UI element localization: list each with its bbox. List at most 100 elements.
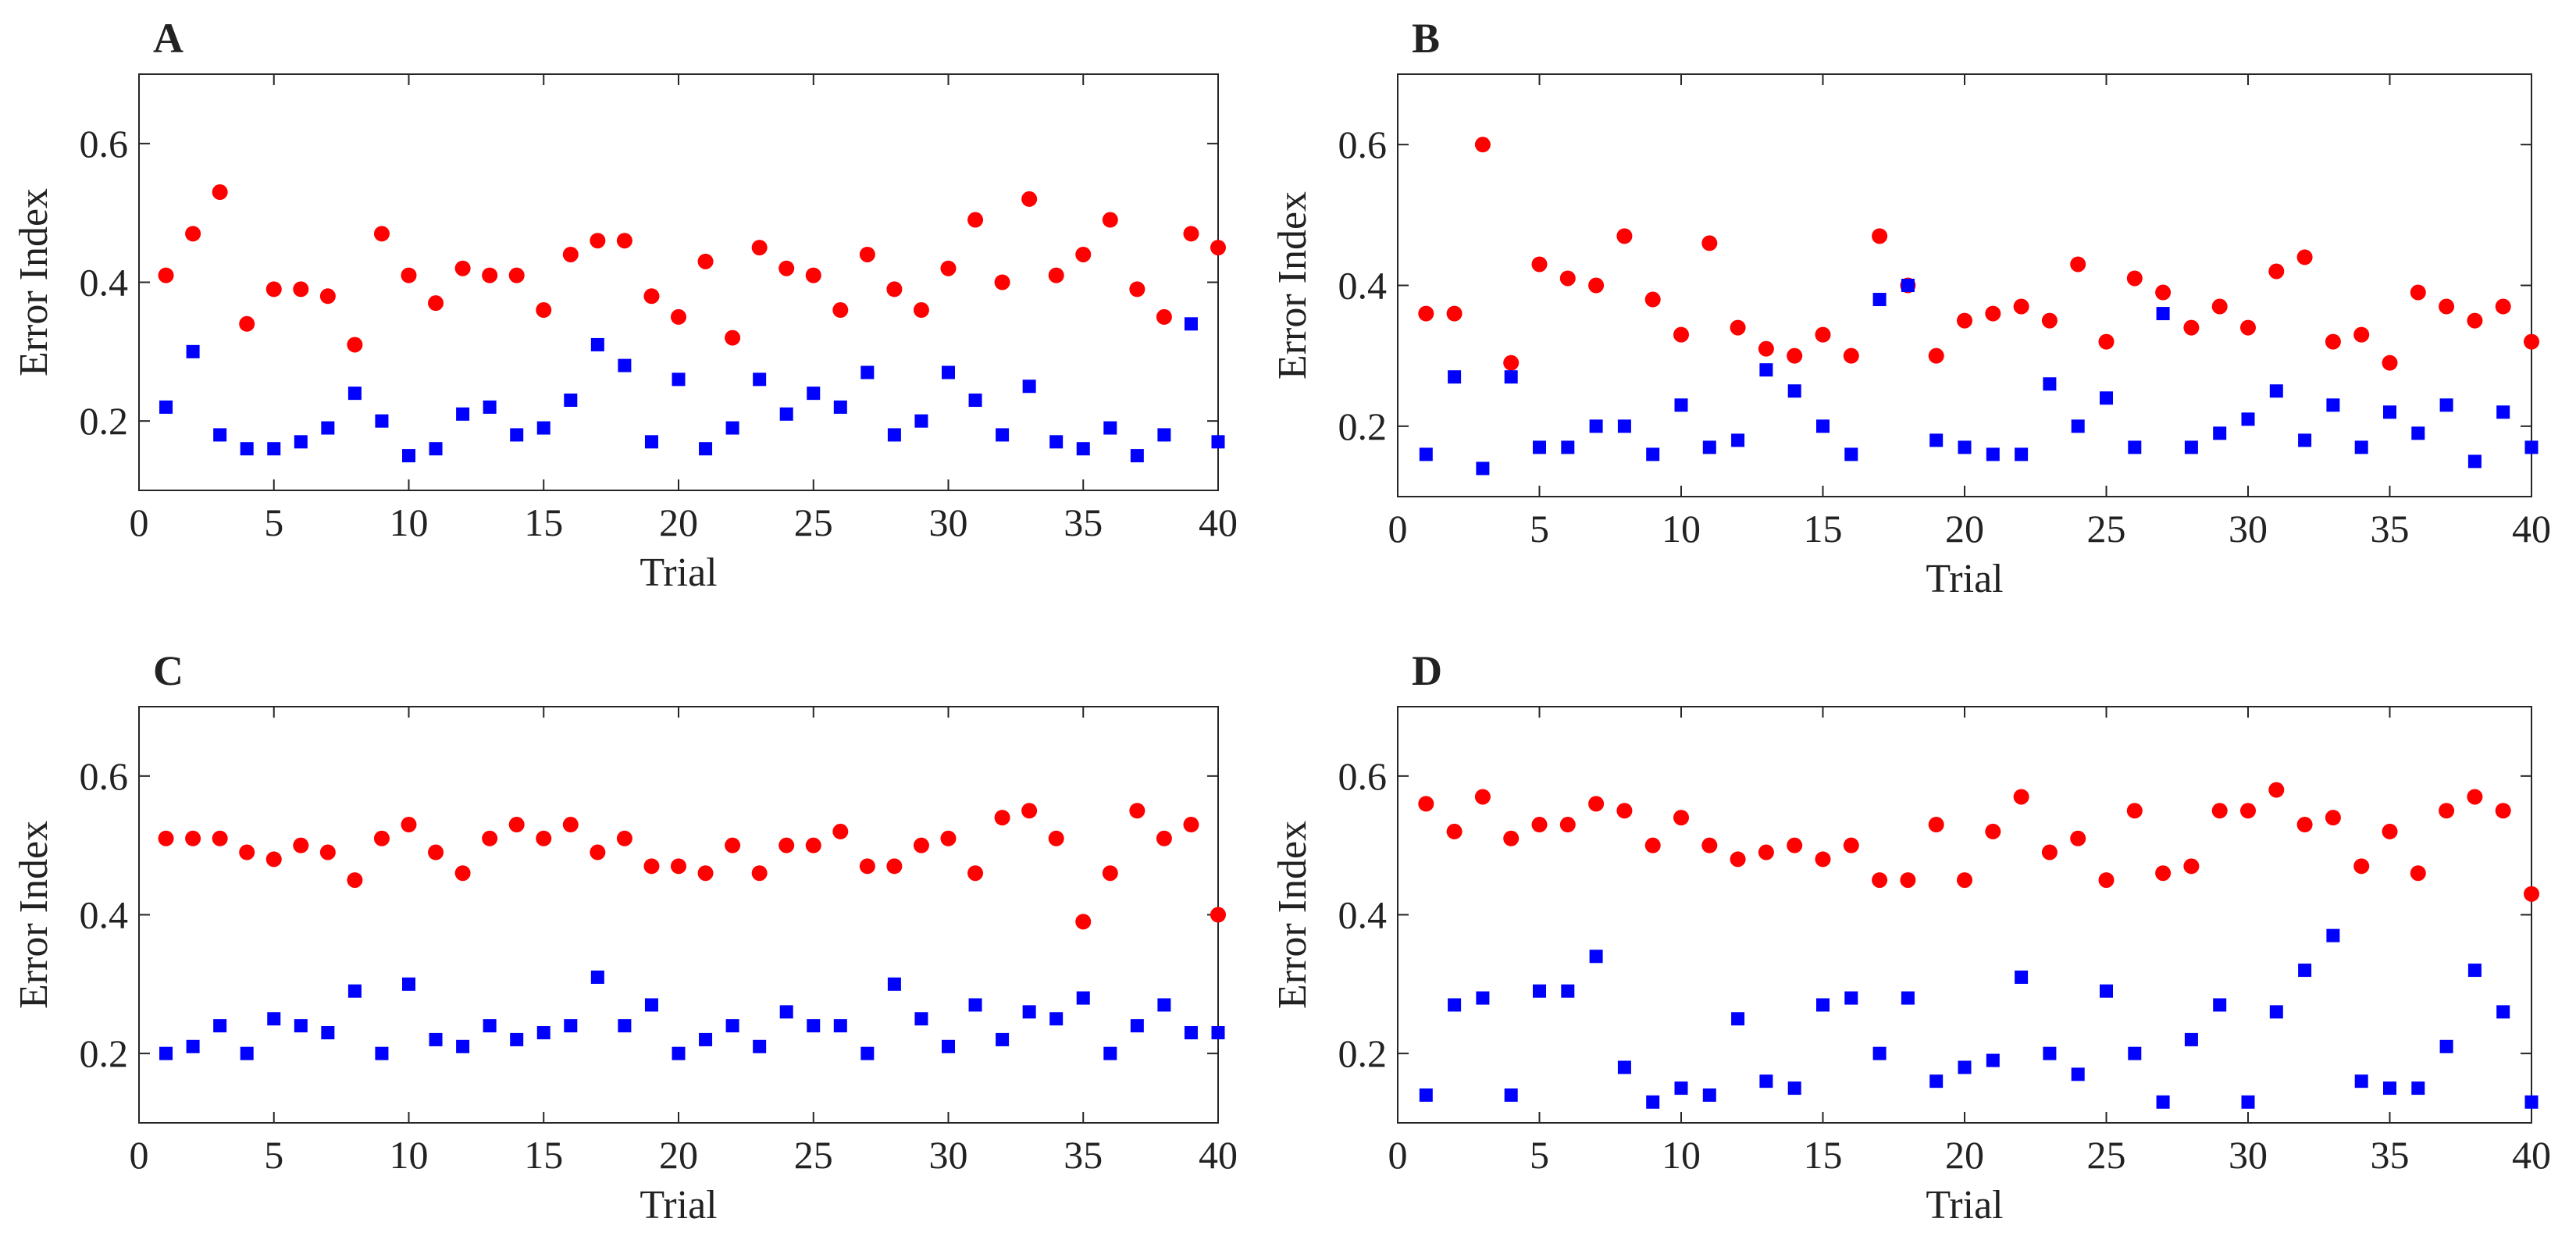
- data-point-square: [402, 977, 415, 991]
- data-point-circle: [1843, 837, 1859, 853]
- x-tick-label: 40: [2512, 507, 2551, 550]
- data-point-circle: [1758, 340, 1774, 357]
- data-point-square: [725, 1019, 739, 1033]
- data-point-circle: [401, 817, 417, 833]
- data-point-circle: [1048, 830, 1064, 846]
- data-point-circle: [913, 302, 929, 319]
- data-point-circle: [643, 288, 660, 305]
- data-point-square: [1872, 293, 1887, 307]
- y-tick-label: 0.6: [80, 122, 129, 166]
- data-point-square: [914, 1012, 928, 1026]
- x-axis-label: Trial: [1926, 557, 2003, 601]
- data-point-square: [2213, 998, 2227, 1012]
- x-tick-label: 15: [524, 1133, 563, 1177]
- data-point-circle: [1156, 830, 1172, 846]
- data-point-circle: [2382, 355, 2398, 371]
- data-point-square: [1561, 440, 1575, 454]
- data-point-circle: [2296, 817, 2313, 833]
- data-point-square: [807, 387, 821, 401]
- data-point-square: [2298, 433, 2312, 447]
- data-point-square: [1759, 1074, 1773, 1088]
- data-point-square: [807, 1019, 821, 1033]
- data-point-circle: [373, 226, 390, 242]
- x-tick-label: 20: [659, 1133, 698, 1177]
- data-point-circle: [2268, 782, 2285, 798]
- data-point-circle: [616, 830, 632, 846]
- data-point-circle: [2325, 333, 2341, 350]
- data-point-circle: [536, 830, 552, 846]
- x-tick-label: 40: [1199, 501, 1238, 544]
- data-point-square: [1929, 1074, 1944, 1088]
- data-point-circle: [2041, 844, 2058, 860]
- data-point-square: [2269, 1005, 2283, 1019]
- data-point-square: [1049, 1012, 1064, 1026]
- data-point-square: [833, 1019, 847, 1033]
- data-point-circle: [616, 233, 632, 249]
- x-tick-label: 35: [1064, 501, 1103, 544]
- data-point-square: [996, 1032, 1010, 1046]
- x-tick-label: 25: [794, 501, 833, 544]
- data-point-square: [1958, 1060, 1972, 1074]
- data-point-circle: [1559, 270, 1576, 287]
- data-point-circle: [1588, 796, 1605, 812]
- data-point-square: [1901, 991, 1915, 1005]
- x-tick-label: 5: [1530, 507, 1549, 550]
- data-point-square: [1589, 950, 1603, 964]
- data-point-circle: [1446, 823, 1463, 839]
- data-point-circle: [2070, 256, 2086, 273]
- data-point-square: [2411, 1081, 2425, 1096]
- panel-label-a: A: [153, 15, 183, 62]
- y-tick-label: 0.4: [80, 261, 129, 305]
- data-point-circle: [805, 837, 821, 853]
- data-point-square: [240, 1046, 254, 1060]
- data-point-circle: [212, 830, 228, 846]
- data-point-circle: [1815, 326, 1831, 343]
- data-point-circle: [751, 865, 768, 882]
- data-point-circle: [347, 872, 363, 889]
- data-point-circle: [1021, 803, 1038, 819]
- data-point-circle: [832, 823, 849, 839]
- data-point-circle: [1102, 212, 1118, 228]
- data-point-square: [1958, 440, 1972, 454]
- data-point-square: [1731, 433, 1745, 447]
- data-point-square: [321, 421, 335, 435]
- data-point-square: [1986, 1053, 2000, 1067]
- x-tick-label: 10: [1662, 1133, 1701, 1177]
- data-point-circle: [1872, 872, 1888, 889]
- data-point-circle: [239, 844, 255, 860]
- data-point-square: [1759, 363, 1773, 377]
- data-point-square: [347, 984, 362, 998]
- data-point-circle: [697, 865, 714, 882]
- x-tick-label: 15: [1804, 1133, 1843, 1177]
- data-point-square: [2354, 440, 2368, 454]
- data-point-square: [2184, 1032, 2198, 1046]
- data-point-square: [1076, 442, 1090, 456]
- data-point-square: [159, 1046, 173, 1060]
- data-point-square: [1617, 1060, 1631, 1074]
- x-tick-label: 20: [1945, 1133, 1984, 1177]
- x-tick-label: 0: [130, 501, 149, 544]
- data-point-circle: [697, 253, 714, 269]
- data-point-square: [2100, 391, 2113, 405]
- data-point-circle: [2495, 298, 2511, 315]
- data-point-square: [2467, 454, 2482, 469]
- panel-label-d: D: [1412, 647, 1442, 694]
- data-point-circle: [779, 260, 795, 276]
- panel-label-b: B: [1412, 15, 1440, 62]
- data-point-circle: [454, 260, 471, 276]
- data-point-circle: [2495, 803, 2511, 819]
- y-tick-label: 0.6: [1338, 123, 1388, 166]
- data-point-square: [2156, 307, 2170, 321]
- data-point-circle: [1474, 789, 1491, 805]
- data-point-circle: [1129, 281, 1145, 297]
- data-point-circle: [158, 830, 174, 846]
- data-point-square: [1504, 1088, 1518, 1102]
- data-point-circle: [2126, 803, 2143, 819]
- data-point-circle: [805, 267, 821, 283]
- data-point-circle: [265, 851, 282, 868]
- data-point-square: [1702, 440, 1716, 454]
- data-point-square: [1674, 398, 1688, 412]
- y-tick-label: 0.4: [1338, 264, 1388, 308]
- data-point-circle: [1928, 347, 1944, 364]
- data-point-square: [644, 435, 658, 449]
